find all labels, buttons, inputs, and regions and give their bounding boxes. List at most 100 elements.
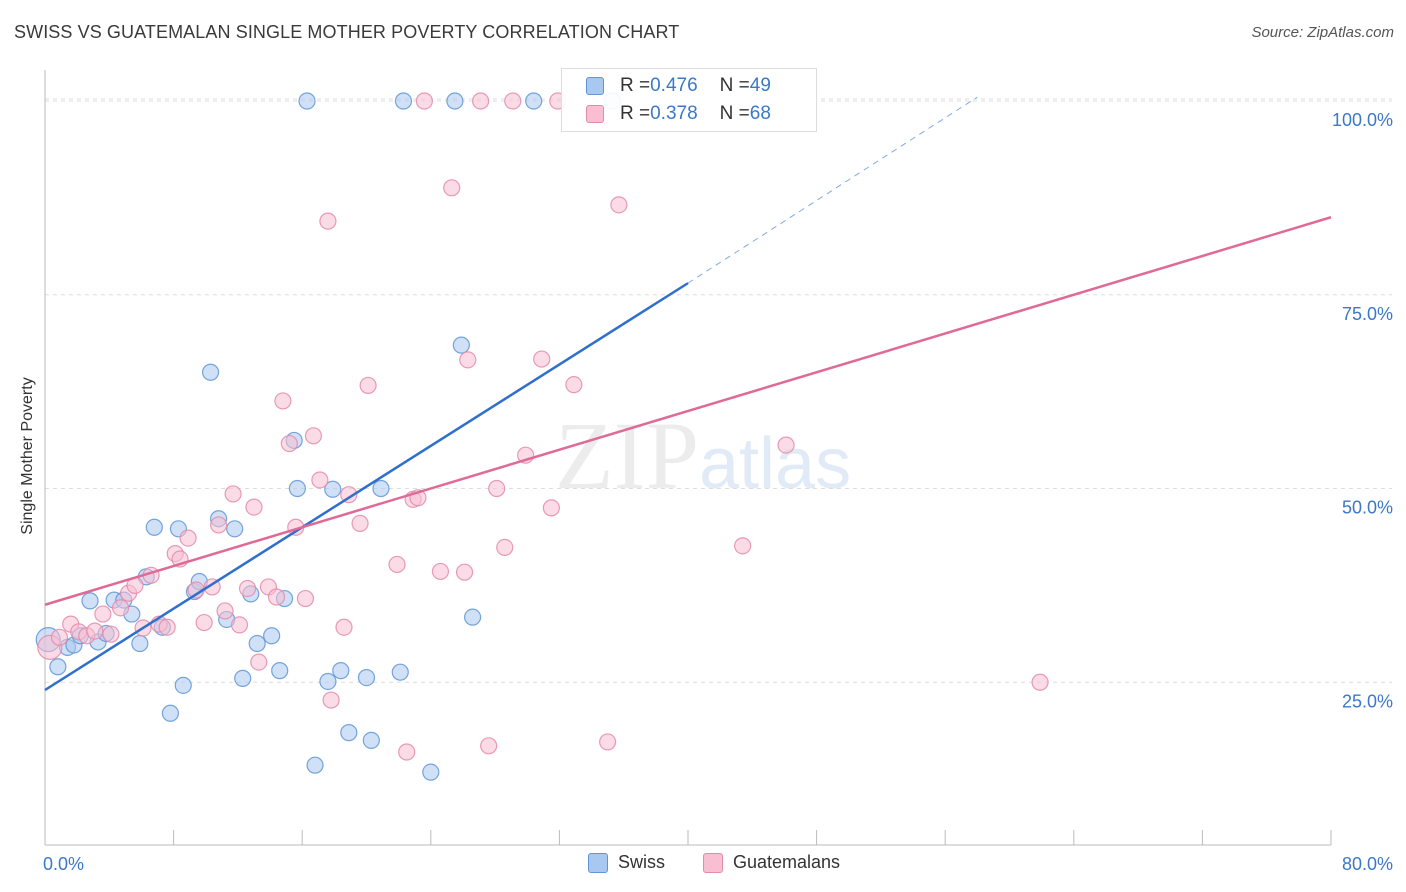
legend-item-swiss: Swiss [588,852,665,873]
guatemalans-point [340,486,358,504]
guatemalans-point [415,92,433,110]
guatemalans-point [398,743,416,761]
swiss-r-value: 0.476 [650,75,698,96]
guatemalans-point [210,516,228,534]
swiss-r-label: R = [620,75,651,96]
swiss-trend-line [44,282,689,692]
guatemalans-swatch [586,105,604,123]
swiss-legend-swatch [588,852,608,873]
y-tick-label: 25.0% [1342,691,1393,711]
guatemalans-point [304,427,323,445]
guatemalans-point [238,579,257,598]
swiss-point [446,92,464,110]
y-tick-label: 100.0% [1332,110,1393,130]
guatemalans-point [533,350,551,368]
guatemalans-point [311,471,329,489]
guatemalans-point [267,588,286,606]
guatemalans-point [319,212,337,230]
swiss-point [394,92,413,110]
swiss-n-label: N = [719,75,750,96]
legend-row-guatemalans: R = 0.378 N = 68 [586,103,771,125]
legend-item-guatemalans: Guatemalans [703,852,840,873]
swiss-point [362,731,380,749]
swiss-point [145,518,163,536]
swiss-point [525,92,543,110]
guatemalans-point [777,436,795,454]
guatemalans-point [455,563,474,581]
guatemalans-point [111,599,130,617]
source-label: Source: ZipAtlas.com [1251,24,1394,41]
swiss-point [340,724,358,742]
guatemalans-trend-line [44,216,1332,606]
guatemalans-point [216,602,234,620]
guatemalans-point [50,628,69,646]
swiss-point [372,479,390,498]
guatemalans-point [459,351,477,369]
swiss-point [49,658,67,676]
y-axis-label: Single Mother Poverty [19,377,36,535]
swiss-legend-label: Swiss [618,852,666,872]
guatemalans-point [158,618,176,636]
guatemalans-point [496,538,514,557]
guatemalans-point [443,179,461,197]
swiss-point [226,520,244,538]
x-tick-label: 0.0% [43,854,84,874]
swiss-point [234,669,252,687]
guatemalans-n-value: 68 [749,103,771,124]
guatemalans-point [504,92,522,110]
swiss-point [248,634,266,653]
swiss-point [298,92,316,110]
swiss-point [324,480,342,498]
guatemalans-point [335,618,353,636]
swiss-point [319,672,337,691]
guatemalans-n-label: N = [719,103,750,124]
swiss-point [201,363,220,381]
swiss-point [306,756,324,774]
chart-title: SWISS VS GUATEMALAN SINGLE MOTHER POVERT… [14,22,680,42]
swiss-point [288,479,306,498]
watermark-zip: ZIP [555,402,699,509]
guatemalans-point [565,376,583,394]
guatemalans-point [274,392,292,410]
guatemalans-r-value: 0.378 [650,103,698,124]
guatemalans-point [94,605,112,623]
guatemalans-point [230,616,249,634]
guatemalans-point [599,733,617,751]
legend-row-swiss: R = 0.476 N = 49 [586,75,771,97]
guatemalans-point [388,555,406,574]
series-legend: Swiss Guatemalans [0,852,1406,876]
swiss-point [161,704,179,722]
guatemalans-point [359,376,377,395]
swiss-point [391,663,409,681]
guatemalans-r-label: R = [620,103,651,124]
swiss-point [174,676,192,694]
guatemalans-point [245,498,263,516]
swiss-point [357,668,376,687]
guatemalans-point [322,691,340,709]
guatemalans-point [296,589,315,608]
guatemalans-point [250,653,268,671]
y-tick-label: 75.0% [1342,304,1393,324]
guatemalans-point [610,196,628,214]
guatemalans-point [472,92,490,110]
guatemalans-legend-label: Guatemalans [733,852,841,872]
guatemalans-point [280,434,298,453]
swiss-swatch [586,77,604,95]
swiss-point [81,592,99,610]
swiss-point [332,662,350,680]
guatemalans-point [195,613,213,632]
swiss-point [452,336,470,354]
guatemalans-legend-swatch [703,852,723,873]
guatemalans-point [480,737,498,755]
guatemalans-point [179,529,197,547]
guatemalans-point [224,485,242,503]
swiss-n-value: 49 [749,75,771,96]
swiss-point [422,763,440,781]
x-tick-label: 80.0% [1342,854,1393,874]
y-tick-label: 50.0% [1342,498,1393,518]
swiss-point [271,662,289,680]
zipatlas-watermark: ZIPatlas [555,400,851,511]
correlation-legend: R = 0.476 N = 49 R = 0.378 N = 68 [561,68,817,132]
swiss-trend-extension [687,96,978,284]
